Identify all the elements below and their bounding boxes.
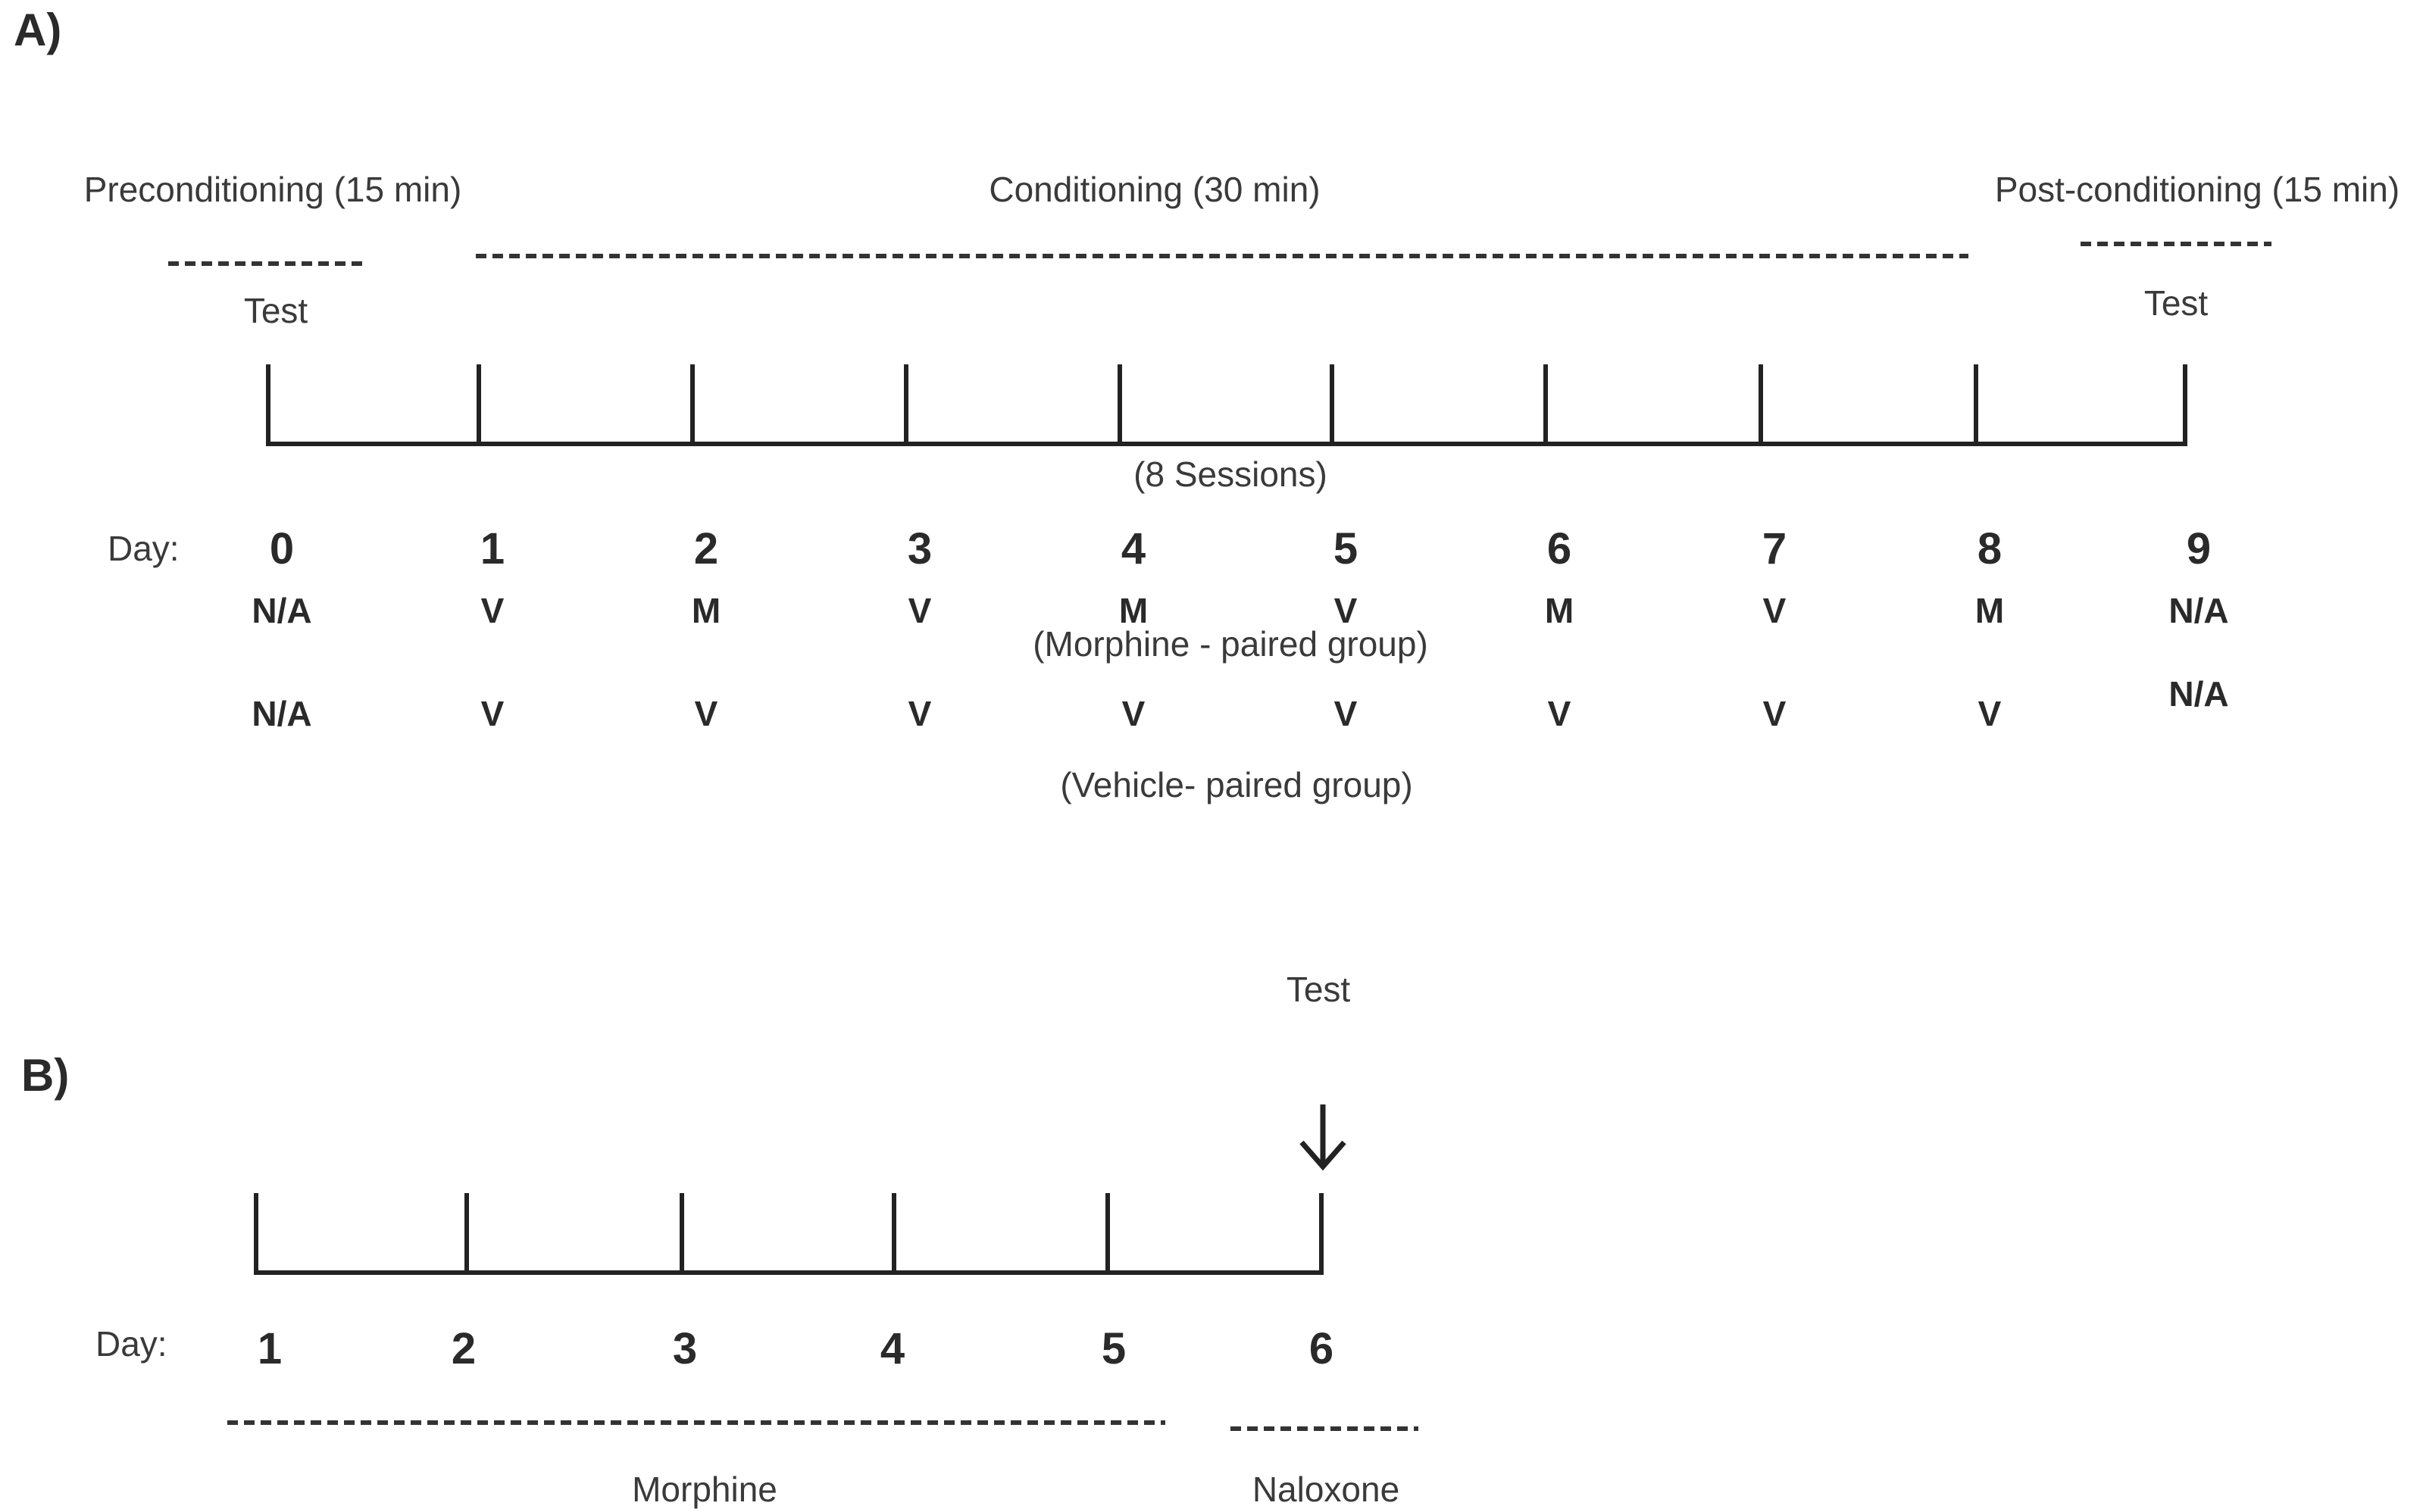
test-left-label: Test	[244, 291, 308, 330]
timeline-a	[266, 364, 2187, 446]
day-number: 2	[694, 524, 718, 573]
morphine-row-cell: V	[908, 591, 932, 630]
morphine-row-cell: M	[1975, 591, 2004, 630]
vehicle-row-cell: V	[481, 694, 505, 733]
morphine-row-cell: V	[1763, 591, 1787, 630]
day-number: 6	[1309, 1324, 1333, 1373]
day-number: 8	[1977, 524, 2002, 573]
morphine-row-cell: N/A	[2168, 591, 2228, 630]
vehicle-row-cell: V	[1548, 694, 1571, 733]
morphine-row-cell: V	[1334, 591, 1358, 630]
vehicle-row-cell: V	[908, 694, 932, 733]
sessions-label: (8 Sessions)	[1133, 455, 1327, 494]
day-number: 9	[2187, 524, 2211, 573]
morphine-row-cell: N/A	[252, 591, 311, 630]
conditioning-label: Conditioning (30 min)	[989, 170, 1320, 209]
down-arrow-icon	[1299, 1104, 1346, 1171]
vehicle-row-cell: V	[1334, 694, 1358, 733]
day-number: 5	[1102, 1324, 1126, 1373]
morphine-row-cell: M	[1545, 591, 1574, 630]
test-right-label: Test	[2144, 283, 2209, 323]
day-numbers-a: 0 1 2 3 4 5 6 7 8 9	[270, 524, 2211, 573]
vehicle-row-cell: N/A	[252, 694, 311, 733]
day-label-a: Day:	[108, 529, 180, 568]
day-label-b: Day:	[95, 1324, 167, 1364]
panel-b-label: B)	[21, 1050, 69, 1101]
day-number: 6	[1547, 524, 1571, 573]
vehicle-row-cell: V	[1978, 694, 2002, 733]
day-number: 5	[1333, 524, 1358, 573]
vehicle-group-label: (Vehicle- paired group)	[1060, 765, 1412, 804]
timeline-b	[254, 1193, 1324, 1275]
vehicle-row: N/A V V V V V V V V N/A	[252, 674, 2228, 733]
morphine-row: N/A V M V M V M V M N/A	[252, 591, 2228, 630]
day-number: 2	[452, 1324, 476, 1373]
vehicle-row-cell: V	[695, 694, 718, 733]
postconditioning-label: Post-conditioning (15 min)	[1995, 170, 2400, 209]
morphine-row-cell: M	[692, 591, 721, 630]
morphine-group-label: (Morphine - paired group)	[1033, 624, 1428, 664]
day-numbers-b: 1 2 3 4 5 6	[258, 1324, 1333, 1373]
vehicle-row-cell: V	[1122, 694, 1146, 733]
day-number: 3	[673, 1324, 697, 1373]
day-number: 7	[1762, 524, 1787, 573]
day-number: 1	[480, 524, 505, 573]
day-number: 3	[908, 524, 932, 573]
day-number: 0	[270, 524, 294, 573]
day-number: 4	[1121, 524, 1146, 573]
test-b-label: Test	[1287, 970, 1351, 1009]
naloxone-label: Naloxone	[1252, 1470, 1399, 1509]
day-number: 4	[880, 1324, 905, 1373]
panel-a-label: A)	[14, 5, 61, 55]
vehicle-row-cell: N/A	[2168, 674, 2228, 714]
vehicle-row-cell: V	[1763, 694, 1787, 733]
morphine-row-cell: M	[1119, 591, 1148, 630]
morphine-label: Morphine	[632, 1470, 777, 1509]
day-number: 1	[258, 1324, 282, 1373]
preconditioning-label: Preconditioning (15 min)	[84, 170, 462, 209]
morphine-row-cell: V	[481, 591, 505, 630]
